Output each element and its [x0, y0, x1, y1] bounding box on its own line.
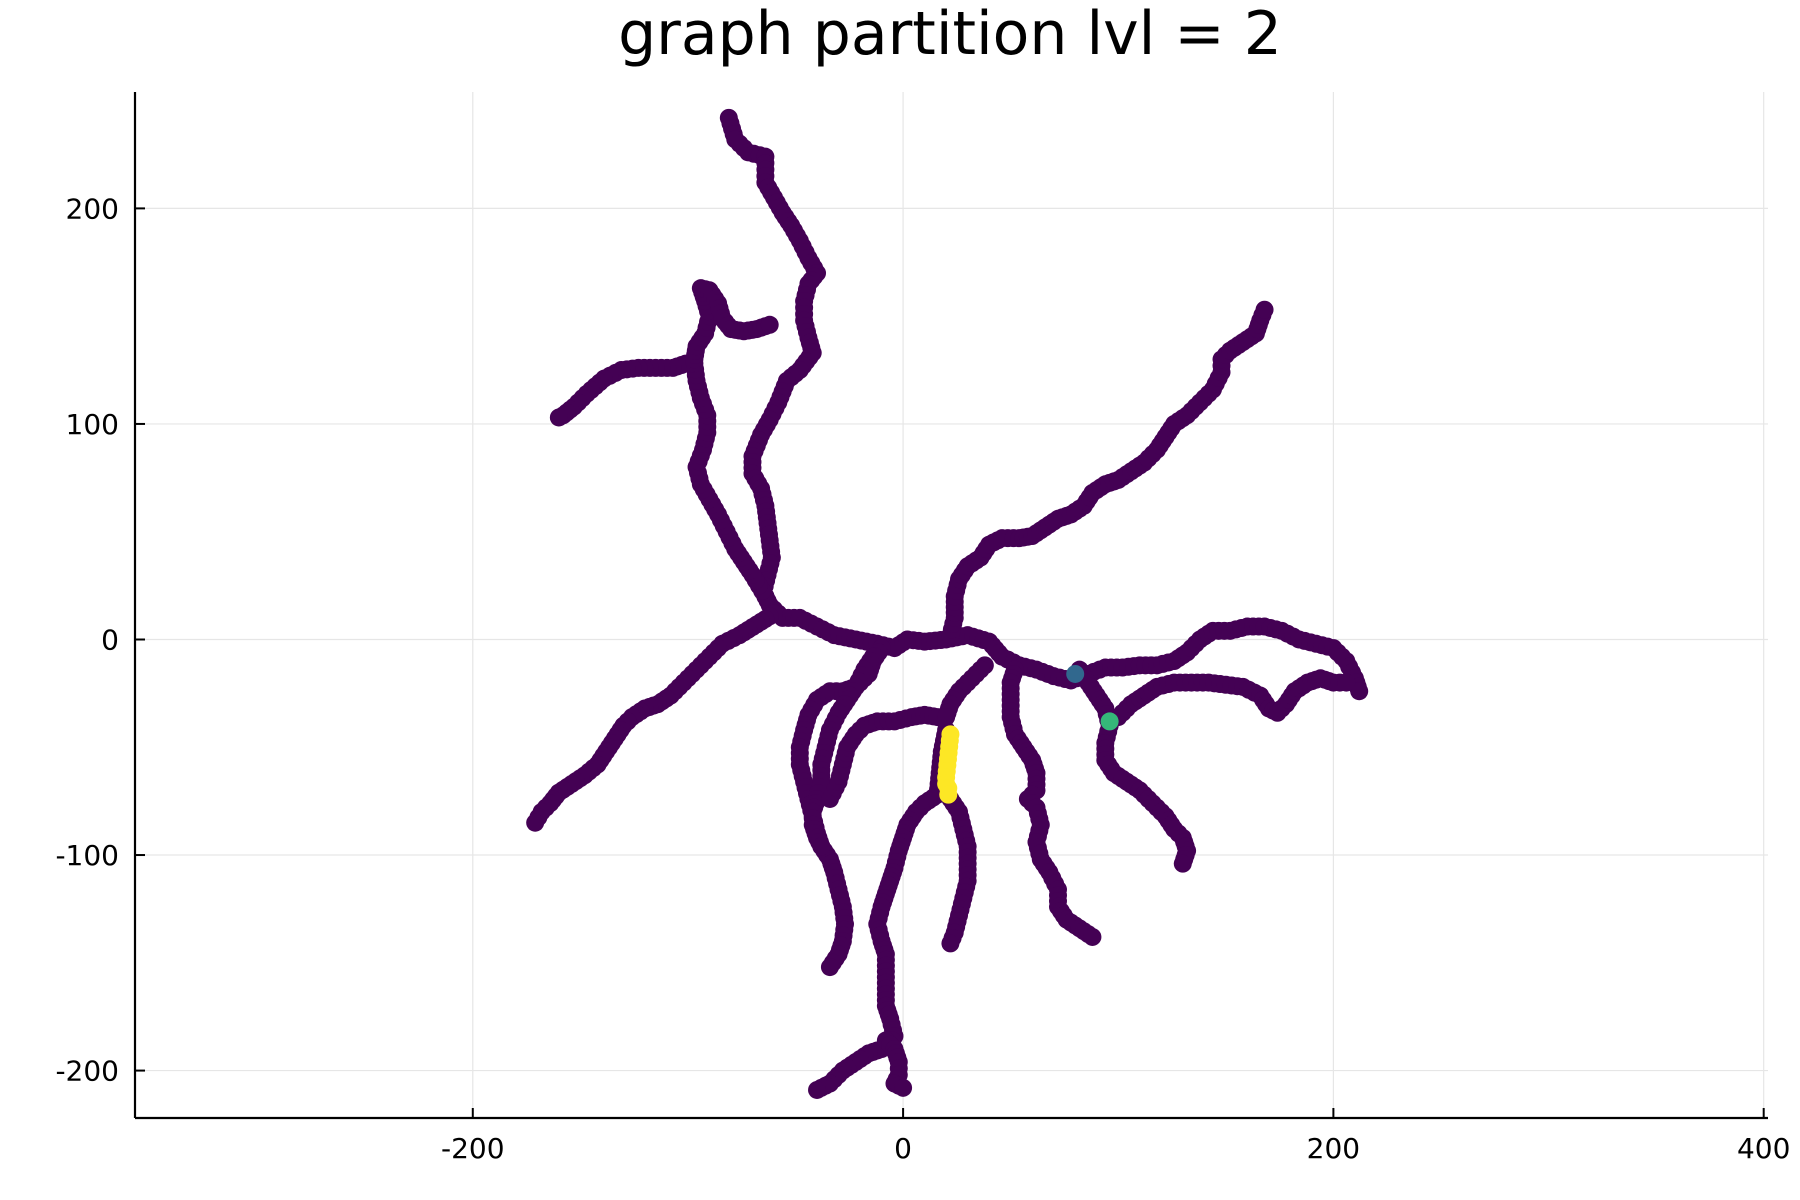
x-tick-label: 200	[1307, 1132, 1360, 1165]
y-tick-label: -100	[55, 839, 119, 872]
data-point-partition-1	[1066, 664, 1085, 683]
data-point-partition-0	[1337, 673, 1356, 692]
y-tick-label: 200	[66, 192, 119, 225]
x-tick-label: 400	[1737, 1132, 1790, 1165]
y-tick-label: 100	[66, 408, 119, 441]
data-point-partition-0	[1350, 682, 1369, 701]
y-tick-label: 0	[101, 623, 119, 656]
data-point-partition-0	[549, 408, 568, 427]
data-point-partition-0	[526, 813, 545, 832]
data-point-partition-0	[894, 1078, 913, 1097]
x-tick-label: -200	[441, 1132, 505, 1165]
data-point-partition-0	[937, 708, 956, 727]
data-point-partition-0	[1173, 854, 1192, 873]
data-point-partition-0	[808, 1080, 827, 1099]
x-tick-label: 0	[894, 1132, 912, 1165]
ticks-layer: -200 0 200 400 -200 -100 0 100 200	[55, 192, 1790, 1165]
data-points	[526, 108, 1369, 1099]
y-tick-label: -200	[55, 1055, 119, 1088]
data-point-partition-0	[812, 837, 831, 856]
data-point-partition-0	[941, 934, 960, 953]
data-point-partition-2	[1100, 712, 1119, 731]
data-point-partition-0	[760, 315, 779, 334]
data-point-partition-0	[1083, 927, 1102, 946]
grid-layer	[135, 92, 1768, 1118]
data-point-partition-0	[820, 958, 839, 977]
chart-title: graph partition lvl = 2	[618, 0, 1282, 69]
axes-layer	[133, 92, 1768, 1120]
data-point-partition-3	[939, 785, 958, 804]
data-point-partition-0	[1255, 300, 1274, 319]
